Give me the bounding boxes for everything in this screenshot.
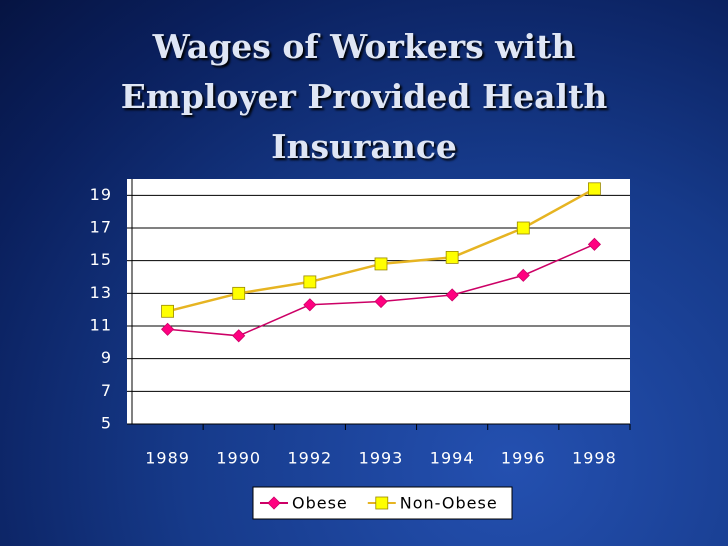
x-tick-label: 1996	[501, 449, 546, 468]
marker	[232, 286, 246, 300]
legend-label: Non-Obese	[400, 494, 498, 513]
y-tick-label: 9	[101, 348, 112, 367]
y-tick-label: 11	[90, 316, 112, 335]
marker	[516, 221, 530, 235]
y-tick-label: 7	[101, 381, 112, 400]
y-tick-label: 19	[90, 185, 112, 204]
x-tick-label: 1998	[572, 449, 617, 468]
legend-label: Obese	[292, 494, 348, 513]
x-tick-label: 1993	[359, 449, 404, 468]
marker	[374, 294, 388, 309]
marker	[516, 268, 530, 282]
chart-title: Wages of Workers with Employer Provided …	[120, 27, 608, 166]
marker	[587, 237, 601, 251]
y-tick-label: 17	[90, 218, 112, 237]
marker	[232, 329, 246, 343]
legend: Obese Non-Obese	[252, 486, 513, 520]
marker	[445, 288, 459, 302]
x-tick-label: 1994	[430, 449, 475, 468]
marker	[303, 275, 317, 289]
y-tick-label: 5	[101, 414, 112, 433]
marker	[161, 304, 174, 318]
marker	[161, 322, 175, 336]
marker	[374, 257, 388, 271]
y-tick-label: 15	[90, 250, 112, 269]
y-tick-label: 13	[90, 283, 112, 302]
marker	[375, 496, 389, 510]
marker	[588, 182, 601, 196]
marker	[445, 250, 459, 264]
x-tick-label: 1989	[145, 449, 190, 468]
marker	[267, 496, 281, 510]
marker	[303, 298, 317, 312]
x-tick-label: 1992	[287, 449, 332, 468]
x-tick-label: 1990	[216, 449, 261, 468]
